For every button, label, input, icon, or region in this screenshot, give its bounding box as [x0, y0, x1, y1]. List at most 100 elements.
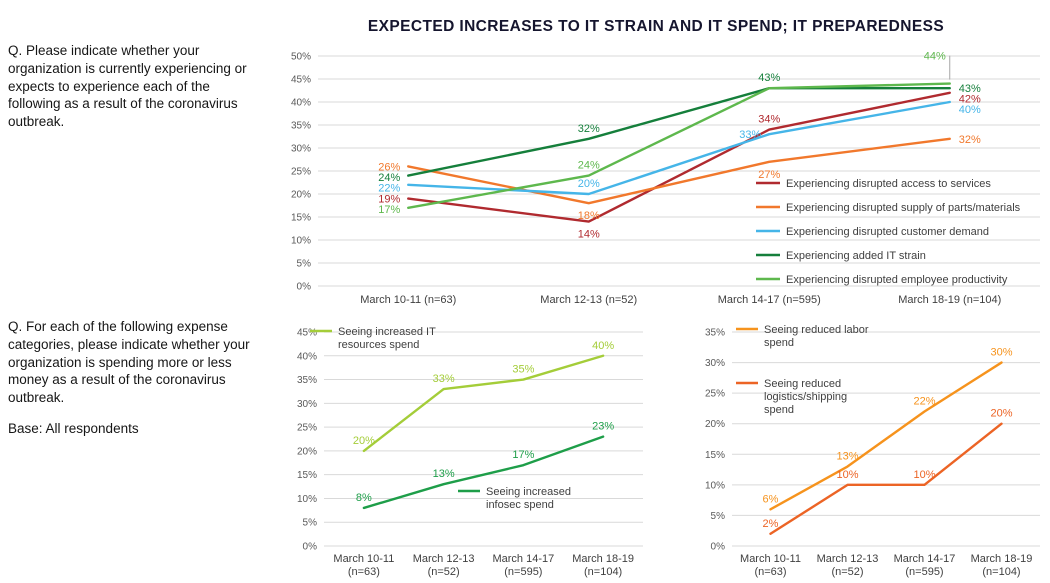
- y-axis-tick-label: 30%: [291, 144, 311, 155]
- data-label: 17%: [512, 449, 534, 461]
- legend-label: infosec spend: [486, 499, 554, 511]
- data-label: 32%: [578, 123, 600, 135]
- data-label: 10%: [836, 469, 858, 481]
- y-axis-tick-label: 45%: [297, 328, 317, 339]
- legend-label: Seeing increased IT: [338, 326, 436, 338]
- chart-increased-it-spend: 0% 5% 10% 15% 20% 25% 30% 35% 40% 45% March 10-11(…: [278, 318, 653, 580]
- data-label: 33%: [739, 129, 761, 141]
- y-axis-tick-label: 20%: [291, 190, 311, 201]
- x-axis-tick-label: March 12-13 (n=52): [817, 553, 879, 578]
- series-line-1: [407, 137, 951, 205]
- y-axis-tick-label: 5%: [297, 259, 312, 270]
- data-label: 20%: [990, 408, 1012, 420]
- data-label: 6%: [763, 493, 779, 505]
- data-label: 30%: [990, 347, 1012, 359]
- data-label: 2%: [763, 518, 779, 530]
- x-axis-tick-label: March 18-19 (n=104): [898, 294, 1001, 306]
- x-axis-tick-label: March 10-11 (n=63): [360, 294, 456, 306]
- y-axis-tick-label: 0%: [303, 542, 318, 553]
- page-title: EXPECTED INCREASES TO IT STRAIN AND IT S…: [367, 18, 945, 35]
- y-axis-tick-label: 15%: [705, 450, 725, 461]
- y-axis-tick-label: 15%: [297, 470, 317, 481]
- series-line-3: [407, 87, 951, 177]
- y-axis-tick-label: 5%: [711, 511, 726, 522]
- y-axis-tick-label: 25%: [297, 423, 317, 434]
- data-label: 40%: [592, 340, 614, 352]
- left-panel: Q. Please indicate whether your organiza…: [8, 42, 260, 562]
- data-label: 13%: [836, 451, 858, 463]
- x-axis-tick-label: March 12-13 (n=52): [413, 553, 475, 578]
- data-label: 24%: [378, 172, 400, 184]
- data-label: 8%: [356, 492, 372, 504]
- legend-label: Seeing increased: [486, 486, 571, 498]
- question-1: Q. Please indicate whether your organiza…: [8, 43, 247, 130]
- legend-label: spend: [764, 337, 794, 349]
- data-label: 24%: [578, 160, 600, 172]
- y-axis-tick-label: 35%: [297, 375, 317, 386]
- y-axis-tick-label: 10%: [705, 480, 725, 491]
- data-label: 17%: [378, 204, 400, 216]
- question-2: Q. For each of the following expense cat…: [8, 319, 250, 406]
- data-label: 19%: [378, 194, 400, 206]
- data-label: 14%: [578, 229, 600, 241]
- y-axis-tick-label: 35%: [291, 121, 311, 132]
- data-label: 34%: [758, 114, 780, 126]
- data-label: 35%: [512, 364, 534, 376]
- y-axis-tick-label: 0%: [297, 282, 312, 293]
- data-label: 22%: [913, 395, 935, 407]
- y-axis-tick-label: 50%: [291, 52, 311, 63]
- data-label: 43%: [959, 83, 981, 95]
- data-label: 27%: [758, 169, 780, 181]
- y-axis-tick-label: 10%: [291, 236, 311, 247]
- legend-label: Experiencing disrupted access to service…: [786, 178, 991, 190]
- data-label: 18%: [578, 210, 600, 222]
- y-axis-tick-label: 20%: [297, 446, 317, 457]
- series-line-0: [769, 361, 1003, 511]
- y-axis-tick-label: 40%: [291, 98, 311, 109]
- data-label: 32%: [959, 134, 981, 146]
- x-axis-tick-label: March 14-17 (n=595): [894, 553, 956, 578]
- line-chart-reduced_spend: 0% 5% 10% 15% 20% 25% 30% 35% March 10-11 (n=63) M…: [705, 324, 1040, 578]
- y-axis-tick-label: 30%: [705, 358, 725, 369]
- base-note: Base: All respondents: [8, 421, 139, 436]
- line-chart-it_spend: 0% 5% 10% 15% 20% 25% 30% 35% 40% 45% March 10-11(…: [297, 326, 643, 578]
- legend-label: logistics/shipping: [764, 391, 847, 403]
- legend-label: Experiencing disrupted employee producti…: [786, 274, 1008, 286]
- series-line-1: [769, 422, 1003, 535]
- data-label: 40%: [959, 104, 981, 116]
- x-axis-tick-label: March 18-19 (n=104): [572, 553, 634, 578]
- series-line-0: [362, 354, 605, 453]
- x-axis-tick-label: March 12-13 (n=52): [540, 294, 637, 306]
- chart-experiencing-disruptions: 0% 5% 10% 15% 20% 25% 30% 35% 40% 45% 50% March 10-…: [258, 40, 1050, 318]
- x-axis-tick-label: March 14-17 (n=595): [492, 553, 554, 578]
- data-label: 42%: [959, 94, 981, 106]
- x-axis-tick-label: March 18-19 (n=104): [971, 553, 1033, 578]
- y-axis-tick-label: 35%: [705, 328, 725, 339]
- series-line-1: [362, 435, 605, 510]
- series-line-2: [407, 100, 951, 196]
- legend-label: Seeing reduced labor: [764, 324, 869, 336]
- data-label: 20%: [353, 435, 375, 447]
- y-axis-tick-label: 25%: [705, 389, 725, 400]
- data-label: 23%: [592, 421, 614, 433]
- y-axis-tick-label: 5%: [303, 518, 318, 529]
- x-axis-tick-label: March 14-17 (n=595): [718, 294, 821, 306]
- chart-reduced-spend: 0% 5% 10% 15% 20% 25% 30% 35% March 10-11 (n=63) M…: [688, 318, 1050, 580]
- series-line-0: [407, 91, 951, 223]
- legend-label: Seeing reduced: [764, 378, 841, 390]
- legend-label: resources spend: [338, 339, 419, 351]
- data-label: 10%: [913, 469, 935, 481]
- data-label: 43%: [758, 72, 780, 84]
- y-axis-tick-label: 0%: [711, 542, 726, 553]
- legend-label: Experiencing disrupted customer demand: [786, 226, 989, 238]
- data-label: 13%: [433, 468, 455, 480]
- series-line-4: [407, 82, 951, 210]
- y-axis-tick-label: 10%: [297, 494, 317, 505]
- y-axis-tick-label: 30%: [297, 399, 317, 410]
- y-axis-tick-label: 40%: [297, 351, 317, 362]
- y-axis-tick-label: 45%: [291, 75, 311, 86]
- data-label: 20%: [578, 178, 600, 190]
- data-label: 22%: [378, 182, 400, 194]
- y-axis-tick-label: 25%: [291, 167, 311, 178]
